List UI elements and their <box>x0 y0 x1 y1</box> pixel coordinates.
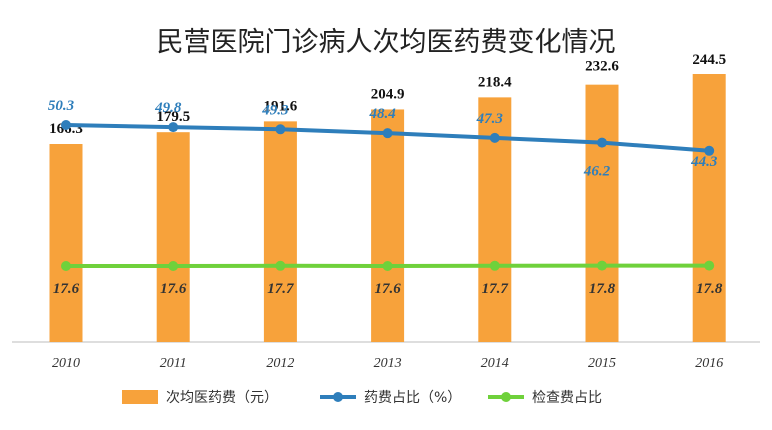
x-tick-label: 2015 <box>588 356 616 371</box>
x-tick-label: 2010 <box>52 356 80 371</box>
bar-value-label: 244.5 <box>692 52 726 68</box>
exam-share-label: 17.6 <box>160 281 187 297</box>
legend-marker-exam <box>501 392 511 402</box>
drug-share-point-2014 <box>489 132 500 143</box>
drug-share-point-2010 <box>61 120 71 130</box>
drug-share-label: 44.3 <box>690 154 718 170</box>
legend-marker-drug <box>333 392 343 402</box>
legend-label-bar: 次均医药费（元） <box>166 390 278 406</box>
bar-2011 <box>156 132 190 342</box>
drug-share-label: 47.3 <box>476 111 504 127</box>
legend-label-exam: 检查费占比 <box>532 390 602 406</box>
bar-value-label: 218.4 <box>478 74 512 90</box>
bar-2010 <box>49 144 83 342</box>
drug-share-label: 49.3 <box>261 102 289 118</box>
bar-value-label: 232.6 <box>585 59 619 75</box>
exam-share-point-2016 <box>704 260 715 271</box>
exam-share-label: 17.6 <box>53 281 80 297</box>
exam-share-label: 17.7 <box>267 281 294 297</box>
drug-share-label: 46.2 <box>583 164 611 180</box>
exam-share-point-2012 <box>275 260 286 271</box>
x-tick-label: 2013 <box>374 356 402 371</box>
exam-share-point-2013 <box>382 261 393 271</box>
bar-2016 <box>692 74 726 343</box>
chart-title: 民营医院门诊病人次均医药费变化情况 <box>156 27 616 58</box>
exam-share-point-2010 <box>61 261 71 271</box>
x-tick-label: 2012 <box>266 356 294 371</box>
exam-share-label: 17.8 <box>589 281 616 297</box>
legend-swatch-bar <box>122 390 158 404</box>
bar-value-label: 204.9 <box>371 86 405 102</box>
drug-share-point-2015 <box>597 137 607 148</box>
exam-share-label: 17.6 <box>374 281 401 297</box>
exam-share-point-2011 <box>168 261 179 271</box>
exam-share-point-2015 <box>597 260 607 271</box>
drug-share-label: 49.8 <box>154 100 182 116</box>
exam-share-label: 17.7 <box>482 281 509 297</box>
drug-share-label: 50.3 <box>48 98 75 114</box>
drug-share-label: 48.4 <box>368 106 396 122</box>
exam-share-label: 17.8 <box>696 281 723 297</box>
drug-share-point-2013 <box>382 128 393 139</box>
bar-2015 <box>585 84 619 342</box>
bar-2013 <box>371 109 405 342</box>
bar-2012 <box>263 121 297 342</box>
x-tick-label: 2014 <box>481 356 509 371</box>
drug-share-point-2012 <box>275 124 286 135</box>
drug-share-point-2011 <box>168 122 179 133</box>
bar-value-label: 191.6 <box>264 98 298 114</box>
legend-label-drug: 药费占比（%） <box>364 390 461 406</box>
exam-share-point-2014 <box>489 260 500 271</box>
drug-share-point-2016 <box>704 145 715 156</box>
bar-value-label: 179.5 <box>156 109 190 125</box>
x-tick-label: 2011 <box>160 356 187 371</box>
x-tick-label: 2016 <box>695 356 723 371</box>
